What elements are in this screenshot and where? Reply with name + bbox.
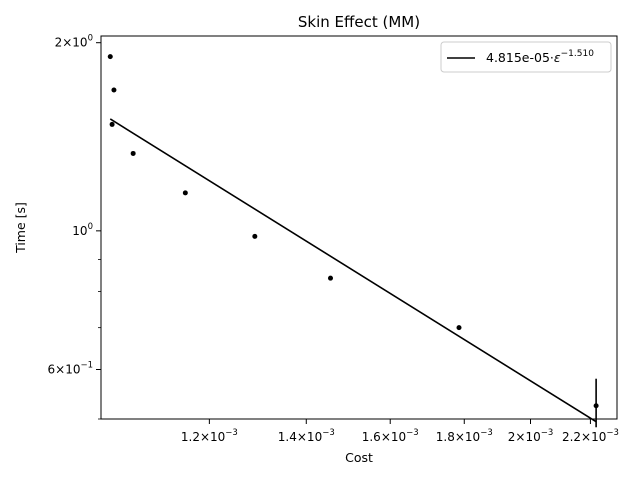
x-tick-label: 1.6×10−3: [362, 428, 419, 444]
fit-line: [109, 118, 597, 423]
legend-fit-exponent: −1.510: [561, 49, 595, 59]
y-axis-label: Time [s]: [13, 202, 28, 254]
legend-fit-coefficient: 4.815e-05·: [486, 50, 554, 65]
plot-frame: [100, 35, 618, 420]
data-point: [107, 54, 113, 60]
y-tick-label: 6×10−1: [48, 361, 94, 377]
x-tick-label: 2.2×10−3: [562, 428, 619, 444]
chart-title: Skin Effect (MM): [298, 13, 420, 31]
axis-ticks: 1.2×10−3 1.4×10−3 1.6×10−3 1.8×10−3 2×10−3 2.…: [48, 34, 619, 444]
data-point: [327, 275, 333, 281]
legend: 4.815e-05·ε−1.510: [440, 41, 612, 73]
data-point: [252, 233, 258, 239]
legend-box: [440, 41, 612, 73]
x-tick-label: 1.2×10−3: [181, 428, 238, 444]
data-point: [130, 150, 136, 156]
data-point: [456, 325, 462, 331]
data-marks: [107, 54, 599, 428]
data-point: [111, 87, 117, 93]
data-point: [182, 190, 188, 196]
y-tick-label: 100: [72, 222, 93, 238]
y-tick-label: 2×100: [55, 34, 93, 50]
x-tick-label: 1.4×10−3: [278, 428, 335, 444]
data-point: [109, 121, 115, 127]
legend-entry-fit: 4.815e-05·ε−1.510: [486, 49, 594, 65]
data-point: [593, 403, 599, 409]
legend-fit-symbol: ε: [554, 50, 561, 65]
x-axis-label: Cost: [345, 450, 373, 465]
x-tick-label: 2×10−3: [508, 428, 554, 444]
plot-area: [101, 36, 617, 419]
x-tick-label: 1.8×10−3: [436, 428, 493, 444]
